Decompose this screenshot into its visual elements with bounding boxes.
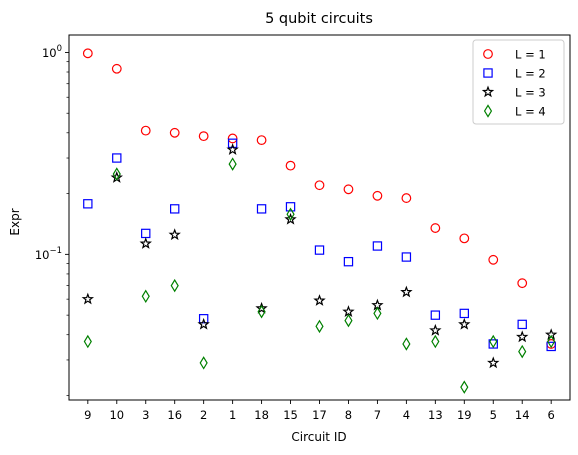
- data-point: [459, 308, 469, 319]
- data-point: [430, 223, 441, 233]
- x-tick-label: 3: [142, 408, 149, 422]
- legend-marker: [483, 49, 493, 59]
- data-point: [373, 306, 382, 321]
- data-point: [402, 337, 411, 351]
- data-point: [431, 334, 440, 349]
- data-point: [489, 334, 498, 349]
- x-tick-label: 4: [403, 408, 410, 422]
- x-tick-label: 2: [200, 408, 207, 422]
- x-axis-label: Circuit ID: [291, 430, 346, 444]
- y-tick-label: 100: [42, 44, 62, 60]
- data-point: [112, 167, 121, 181]
- data-point: [487, 356, 500, 369]
- data-point: [284, 212, 297, 225]
- data-point: [197, 317, 210, 330]
- legend-marker: [483, 104, 493, 118]
- data-point: [83, 199, 93, 209]
- data-point: [547, 334, 556, 349]
- data-point: [199, 356, 208, 370]
- data-point: [228, 157, 237, 171]
- y-tick-label: 10−1: [35, 246, 62, 262]
- legend-label: L = 4: [515, 105, 546, 119]
- x-tick-label: 1: [229, 408, 236, 422]
- data-point: [516, 330, 529, 343]
- x-tick-label: 13: [428, 408, 443, 422]
- data-point: [198, 131, 209, 142]
- data-point: [458, 317, 471, 330]
- data-point: [429, 323, 442, 336]
- x-tick-label: 15: [283, 408, 298, 422]
- x-tick-label: 6: [548, 408, 555, 422]
- data-point: [255, 301, 268, 314]
- data-point: [314, 245, 325, 255]
- data-point: [313, 294, 326, 306]
- data-point: [401, 193, 412, 203]
- x-tick-label: 16: [167, 408, 182, 422]
- x-tick-label: 18: [254, 408, 269, 422]
- legend-marker: [483, 68, 493, 78]
- data-point: [82, 48, 93, 59]
- data-point: [372, 190, 383, 201]
- legend-label: L = 2: [515, 67, 546, 81]
- data-point: [226, 143, 239, 155]
- data-point: [342, 305, 355, 317]
- data-point: [286, 207, 295, 222]
- data-point: [168, 228, 181, 241]
- data-point: [227, 138, 238, 148]
- data-point: [140, 125, 151, 136]
- data-point: [343, 184, 354, 195]
- data-point: [315, 319, 324, 334]
- legend-label: L = 3: [515, 86, 546, 100]
- data-point: [285, 160, 296, 171]
- data-point: [517, 278, 528, 289]
- data-point: [141, 289, 150, 304]
- data-point: [81, 292, 95, 305]
- data-point: [460, 380, 469, 394]
- data-point: [343, 256, 354, 267]
- data-point: [344, 313, 353, 328]
- data-point: [517, 319, 527, 330]
- data-point: [256, 135, 267, 146]
- data-point: [256, 204, 267, 214]
- data-point: [518, 344, 527, 359]
- chart-title: 5 qubit circuits: [265, 11, 373, 27]
- data-point: [400, 285, 413, 298]
- data-point: [401, 252, 412, 262]
- data-point: [198, 314, 209, 324]
- data-point: [459, 233, 470, 244]
- x-tick-label: 10: [109, 408, 124, 422]
- x-tick-label: 9: [84, 408, 91, 422]
- data-point: [430, 310, 441, 320]
- legend-label: L = 1: [515, 48, 546, 62]
- x-tick-label: 8: [345, 408, 352, 422]
- x-tick-label: 5: [490, 408, 497, 422]
- data-point: [372, 241, 383, 251]
- data-point: [227, 133, 238, 144]
- x-tick-label: 17: [312, 408, 327, 422]
- data-point: [170, 278, 179, 293]
- data-point: [111, 63, 122, 74]
- data-point: [257, 304, 266, 319]
- legend-box: [472, 39, 565, 125]
- x-tick-label: 7: [374, 408, 381, 422]
- data-point: [546, 341, 556, 352]
- x-tick-label: 14: [515, 408, 530, 422]
- legend-marker: [481, 85, 495, 98]
- legend: L = 1 L = 2 L = 3 L = 4: [472, 39, 565, 125]
- data-point: [544, 328, 558, 340]
- data-point: [112, 153, 122, 163]
- x-tick-label: 19: [457, 408, 472, 422]
- data-point: [488, 254, 499, 265]
- data-point: [83, 334, 92, 349]
- y-axis-label: Expr: [8, 208, 22, 235]
- data-point: [170, 204, 180, 214]
- data-point: [169, 127, 180, 138]
- data-point: [285, 202, 296, 212]
- data-point: [139, 237, 152, 249]
- data-point: [314, 180, 325, 191]
- data-point: [141, 228, 151, 239]
